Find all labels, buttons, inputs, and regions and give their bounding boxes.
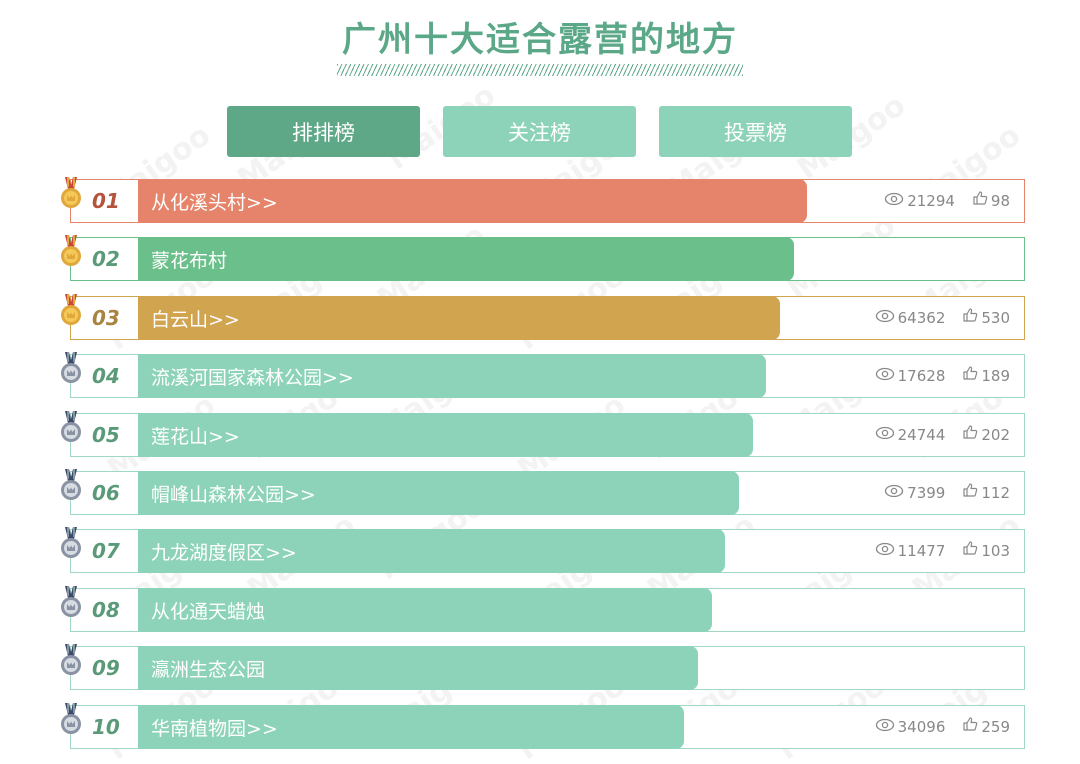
like-count: 259 [981,718,1010,736]
item-name-link[interactable]: 白云山>> [138,296,780,340]
item-stats: 34096 259 [875,705,1010,749]
view-count: 11477 [897,542,946,560]
thumbs-up-icon[interactable] [962,705,978,749]
like-count: 202 [981,426,1010,444]
rank-number: 03 [92,306,120,330]
item-name-link[interactable]: 蒙花布村 [138,237,794,281]
rank-number: 02 [92,247,120,271]
silver-medal-icon [58,586,84,620]
gold-medal-icon [58,235,84,269]
eye-icon [875,705,895,749]
thumbs-up-icon[interactable] [962,354,978,398]
rank-number: 10 [92,715,120,739]
silver-medal-icon [58,411,84,445]
item-stats: 64362 530 [875,296,1010,340]
eye-icon [875,354,895,398]
item-name-link[interactable]: 流溪河国家森林公园>> [138,354,766,398]
tab-vote[interactable]: 投票榜 [659,106,852,157]
item-stats: 21294 98 [884,179,1010,223]
item-name-link[interactable]: 帽峰山森林公园>> [138,471,739,515]
rank-number: 01 [92,189,120,213]
gold-medal-icon [58,177,84,211]
rank-number: 04 [92,364,120,388]
rank-number: 09 [92,656,120,680]
view-count: 24744 [897,426,946,444]
title-decoration [337,64,743,76]
silver-medal-icon [58,469,84,503]
item-name-link[interactable]: 华南植物园>> [138,705,684,749]
view-count: 17628 [897,367,946,385]
eye-icon [875,296,895,340]
item-stats: 11477 103 [875,529,1010,573]
silver-medal-icon [58,527,84,561]
thumbs-up-icon[interactable] [962,296,978,340]
tab-attention[interactable]: 关注榜 [443,106,636,157]
item-name-link[interactable]: 从化溪头村>> [138,179,807,223]
silver-medal-icon [58,644,84,678]
item-name-link[interactable]: 九龙湖度假区>> [138,529,725,573]
silver-medal-icon [58,352,84,386]
thumbs-up-icon[interactable] [972,179,988,223]
view-count: 34096 [897,718,946,736]
rank-number: 06 [92,481,120,505]
like-count: 530 [981,309,1010,327]
thumbs-up-icon[interactable] [962,413,978,457]
eye-icon [884,179,904,223]
page-title: 广州十大适合露营的地方 [342,20,738,60]
thumbs-up-icon[interactable] [962,471,978,515]
silver-medal-icon [58,703,84,737]
item-name-link[interactable]: 从化通天蜡烛 [138,588,712,632]
item-name-link[interactable]: 莲花山>> [138,413,753,457]
tab-ranking[interactable]: 排排榜 [227,106,420,157]
item-stats: 17628 189 [875,354,1010,398]
like-count: 189 [981,367,1010,385]
eye-icon [875,529,895,573]
view-count: 21294 [907,192,955,210]
like-count: 98 [990,192,1010,210]
thumbs-up-icon[interactable] [962,529,978,573]
like-count: 112 [981,484,1010,502]
item-name-link[interactable]: 瀛洲生态公园 [138,646,698,690]
view-count: 7399 [907,484,946,502]
rank-number: 05 [92,423,120,447]
item-stats: 7399 112 [884,471,1010,515]
rank-number: 07 [92,539,120,563]
eye-icon [875,413,895,457]
view-count: 64362 [897,309,946,327]
eye-icon [884,471,904,515]
item-stats: 24744 202 [875,413,1010,457]
like-count: 103 [981,542,1010,560]
gold-medal-icon [58,294,84,328]
rank-number: 08 [92,598,120,622]
